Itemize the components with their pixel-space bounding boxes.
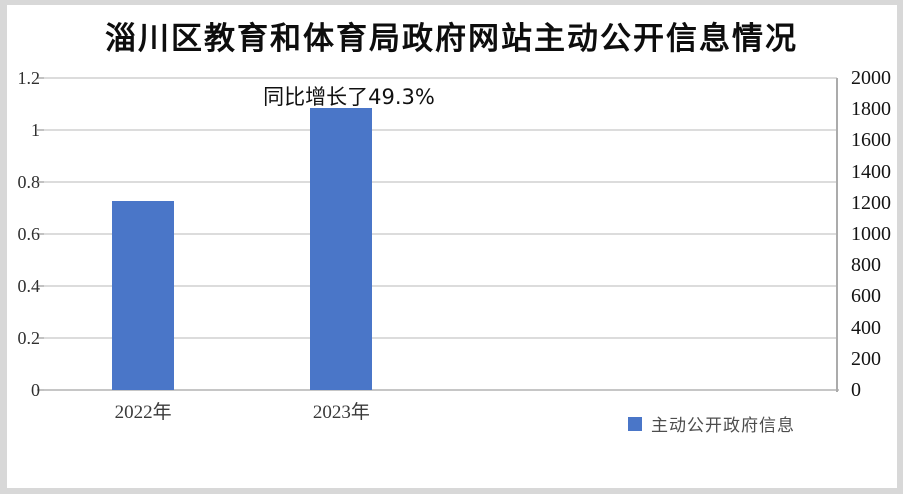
y-axis-left-label: 0.8 bbox=[17, 172, 41, 192]
y-axis-right-label: 2000 bbox=[851, 67, 891, 89]
y-axis-tick-mark bbox=[37, 285, 44, 287]
y-axis-left-label: 0.6 bbox=[17, 224, 41, 244]
y-axis-right-label: 1600 bbox=[851, 129, 891, 152]
gridline bbox=[44, 77, 837, 79]
y-axis-right-label: 1400 bbox=[851, 160, 891, 183]
y-axis-left-label: 1 bbox=[31, 120, 40, 140]
growth-annotation: 同比增长了49.3% bbox=[263, 85, 435, 109]
y-axis-tick-mark bbox=[37, 181, 44, 183]
bar bbox=[310, 108, 372, 390]
gridline bbox=[44, 285, 837, 287]
gridline bbox=[44, 129, 837, 131]
y-axis-tick-mark bbox=[37, 77, 44, 79]
gridline bbox=[44, 181, 837, 183]
y-axis-left-label: 0.4 bbox=[17, 276, 41, 296]
y-axis-left-label: 1.2 bbox=[17, 68, 41, 88]
legend: 主动公开政府信息 bbox=[628, 411, 795, 436]
y-axis-right-label: 1000 bbox=[851, 223, 891, 245]
x-axis-label: 2022年 bbox=[114, 402, 172, 423]
gridline bbox=[44, 337, 837, 339]
y-axis-right-label: 400 bbox=[851, 316, 881, 339]
y-axis-right-label: 1200 bbox=[851, 191, 891, 214]
legend-label: 主动公开政府信息 bbox=[651, 416, 795, 435]
y-axis-right-label: 600 bbox=[851, 285, 881, 308]
y-axis-right-label: 1800 bbox=[851, 98, 891, 121]
y-axis-tick-mark bbox=[37, 337, 44, 339]
y-axis-right-label: 0 bbox=[851, 379, 861, 401]
y-axis-right-label: 200 bbox=[851, 347, 881, 370]
x-axis-label: 2023年 bbox=[312, 402, 370, 423]
gridline bbox=[44, 233, 837, 235]
frame-border-left bbox=[0, 0, 7, 494]
y-axis-right-label: 800 bbox=[851, 254, 881, 277]
chart-title: 淄川区教育和体育局政府网站主动公开信息情况 bbox=[105, 21, 798, 56]
right-y-axis-line bbox=[836, 78, 838, 392]
y-axis-left-label: 0 bbox=[31, 380, 40, 400]
frame-border-bottom bbox=[0, 488, 903, 494]
x-axis-line bbox=[44, 389, 839, 391]
bar bbox=[112, 201, 174, 390]
y-axis-tick-mark bbox=[37, 129, 44, 131]
y-axis-tick-mark bbox=[37, 389, 44, 391]
y-axis-left-label: 0.2 bbox=[17, 328, 41, 348]
frame-border-right bbox=[897, 0, 903, 494]
legend-swatch-icon bbox=[628, 416, 642, 431]
frame-border-top bbox=[0, 0, 903, 5]
y-axis-tick-mark bbox=[37, 233, 44, 235]
